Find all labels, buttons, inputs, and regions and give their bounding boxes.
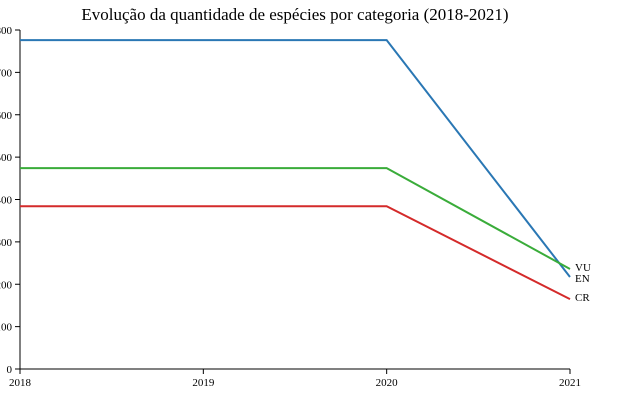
series-line bbox=[20, 167, 571, 270]
y-tick-label: 400 bbox=[0, 195, 13, 207]
y-tick-label: 0 bbox=[7, 364, 13, 376]
y-tick-label: 600 bbox=[0, 110, 13, 122]
x-tick-label: 2020 bbox=[376, 377, 399, 389]
series-label: CR bbox=[575, 292, 590, 304]
y-tick-label: 300 bbox=[0, 237, 13, 249]
chart-title: Evolução da quantidade de espécies por c… bbox=[81, 5, 508, 24]
x-tick-label: 2018 bbox=[9, 377, 32, 389]
series-line bbox=[20, 39, 571, 278]
y-tick-label: 200 bbox=[0, 279, 13, 291]
y-tick-label: 500 bbox=[0, 152, 13, 164]
y-tick-label: 800 bbox=[0, 25, 13, 37]
series-label: VU bbox=[575, 262, 591, 274]
x-tick-label: 2021 bbox=[559, 377, 581, 389]
y-tick-label: 100 bbox=[0, 322, 13, 334]
series-line bbox=[20, 205, 571, 300]
x-tick-label: 2019 bbox=[192, 377, 215, 389]
y-tick-label: 700 bbox=[0, 67, 13, 79]
series-label: EN bbox=[575, 273, 590, 285]
